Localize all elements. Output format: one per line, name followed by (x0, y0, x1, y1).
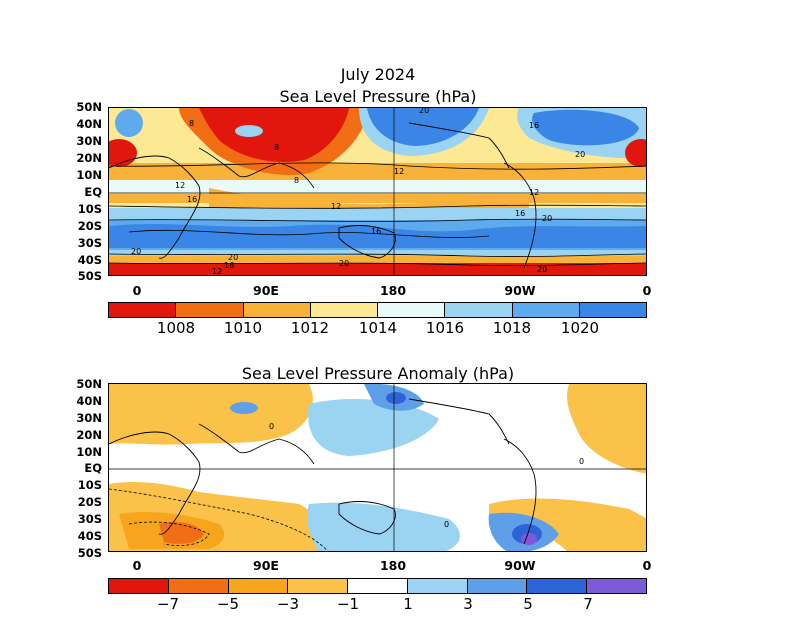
colorbar-swatch (527, 579, 588, 593)
map-title: July 2024 (340, 65, 416, 84)
colorbar-swatch (176, 303, 244, 317)
colorbar-swatch (228, 579, 289, 593)
contour-label: 20 (419, 108, 429, 115)
contour-label: 16 (515, 209, 525, 218)
lat-label: 30N (76, 411, 102, 425)
lat-label: 10S (77, 478, 102, 492)
lat-label: 10N (76, 445, 102, 459)
colorbar-label: 1018 (492, 319, 532, 337)
colorbar-swatch (348, 579, 408, 593)
map-subtitle: Sea Level Pressure (hPa) (279, 87, 477, 106)
colorbar-label: 3 (463, 595, 473, 613)
lon-label: 90E (253, 283, 279, 298)
colorbar-label: 1010 (223, 319, 263, 337)
anomaly-map-title: Sea Level Pressure Anomaly (hPa) (241, 364, 515, 383)
contour-label: 12 (175, 181, 185, 190)
colorbar-swatch (109, 303, 177, 317)
colorbar-label: −5 (216, 595, 240, 613)
contour-label: 20 (542, 214, 552, 223)
colorbar-swatch (467, 579, 528, 593)
colorbar-swatch (587, 579, 647, 593)
contour-label: 12 (394, 167, 404, 176)
colorbar-label: −7 (156, 595, 180, 613)
colorbar-label: 1020 (560, 319, 600, 337)
lat-label: 10S (77, 202, 102, 216)
lon-label: 180 (379, 558, 407, 573)
contour-label: 0 (444, 520, 449, 529)
colorbar-swatch (109, 579, 169, 593)
anomaly-colorbar (108, 578, 647, 594)
colorbar-swatch (310, 303, 378, 317)
contour-label: 20 (339, 259, 349, 268)
contour-label: 8 (274, 143, 279, 152)
lat-label: 20N (76, 428, 102, 442)
lat-label: 10N (76, 168, 102, 182)
colorbar-label: 1008 (156, 319, 196, 337)
lon-label: 180 (379, 283, 407, 298)
lat-label: 50S (77, 269, 102, 283)
contour-label: 8 (189, 119, 194, 128)
contour-label: 16 (187, 195, 197, 204)
colorbar-label: −3 (276, 595, 300, 613)
contour-label: 16 (529, 121, 539, 130)
lat-label: 30S (77, 236, 102, 250)
lat-label: 40N (76, 117, 102, 131)
lat-label: 30N (76, 134, 102, 148)
colorbar-swatch (445, 303, 513, 317)
colorbar-label: 1012 (290, 319, 330, 337)
contour-label: 16 (224, 261, 234, 270)
lon-label: 0 (132, 283, 142, 298)
lat-label: 50N (76, 377, 102, 391)
colorbar-label: 1014 (358, 319, 398, 337)
colorbar-label: 5 (523, 595, 533, 613)
contour-label: 12 (331, 202, 341, 211)
colorbar-swatch (243, 303, 311, 317)
colorbar-swatch (378, 303, 446, 317)
colorbar-swatch (407, 579, 468, 593)
contour-label: 12 (212, 267, 222, 276)
contour-label: 20 (228, 253, 238, 262)
contour-label: 8 (294, 176, 299, 185)
colorbar-label: −1 (336, 595, 360, 613)
colorbar-swatch (512, 303, 580, 317)
colorbar-swatch (168, 579, 229, 593)
lat-label: 50N (76, 100, 102, 114)
contour-label: 16 (371, 227, 381, 236)
lat-label: 40N (76, 394, 102, 408)
lat-label: 50S (77, 546, 102, 560)
lon-label: 90E (253, 558, 279, 573)
contour-label: 12 (529, 188, 539, 197)
contour-label: 20 (537, 265, 547, 274)
lon-label: 90W (504, 558, 536, 573)
lat-label: 40S (77, 253, 102, 267)
lon-label: 0 (132, 558, 142, 573)
lat-label: 20N (76, 151, 102, 165)
lat-label: 20S (77, 495, 102, 509)
lon-label: 0 (642, 283, 652, 298)
lat-label: 20S (77, 219, 102, 233)
lon-label: 90W (504, 283, 536, 298)
slp-map: 8 8 8 20 16 20 12 16 12 12 16 16 20 20 2… (108, 107, 647, 276)
lon-label: 0 (642, 558, 652, 573)
colorbar-swatch (579, 303, 646, 317)
lat-label: 40S (77, 529, 102, 543)
colorbar-swatch (288, 579, 349, 593)
contour-label: 20 (575, 150, 585, 159)
contour-label: 0 (579, 457, 584, 466)
lat-label: EQ (84, 461, 102, 475)
colorbar-label: 1 (403, 595, 413, 613)
slp-anomaly-map: 0 0 0 (108, 383, 647, 552)
slp-colorbar (108, 302, 647, 318)
colorbar-label: 7 (583, 595, 593, 613)
contour-label: 0 (269, 422, 274, 431)
lat-label: EQ (84, 185, 102, 199)
lat-label: 30S (77, 512, 102, 526)
colorbar-label: 1016 (425, 319, 465, 337)
contour-label: 20 (131, 247, 141, 256)
